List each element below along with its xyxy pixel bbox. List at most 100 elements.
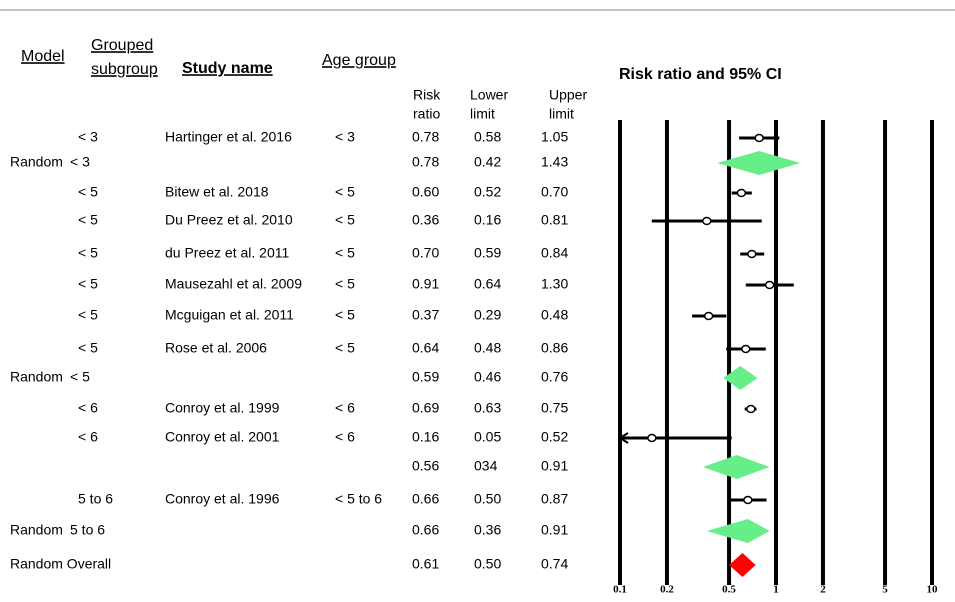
upper-limit: 0.70 [541,184,568,200]
age-group: < 5 [335,276,355,292]
x-tick-label: 0.1 [613,584,627,596]
subgroup: < 5 [78,245,98,261]
upper-limit: 0.52 [541,429,568,445]
ci-arrow [618,432,629,444]
model: Random Overall [10,556,111,572]
point-estimate [746,404,756,414]
lower-limit: 0.50 [474,491,501,507]
lower-limit: 0.48 [474,340,501,356]
summary-diamond [706,519,770,543]
study-name: du Preez et al. 2011 [165,245,289,261]
lower-limit: 0.29 [474,307,501,323]
subgroup: 5 to 6 [78,491,113,507]
subgroup: < 5 [70,369,90,385]
x-tick-label: 2 [820,584,826,596]
age-group: < 5 [335,184,355,200]
lower-limit: 0.58 [474,129,501,145]
header-model: Model [21,48,65,65]
risk-ratio: 0.59 [412,369,439,385]
upper-limit: 0.87 [541,491,568,507]
header-upper: limit [549,106,574,122]
summary-diamond [702,455,770,479]
lower-limit: 0.63 [474,400,501,416]
chart-title: Risk ratio and 95% CI [619,66,782,83]
risk-ratio: 0.60 [412,184,439,200]
study-name: Mcguigan et al. 2011 [165,307,294,323]
point-estimate [743,495,753,505]
risk-ratio: 0.37 [412,307,439,323]
subgroup: < 5 [78,276,98,292]
upper-limit: 1.43 [541,154,568,170]
risk-ratio: 0.70 [412,245,439,261]
point-estimate [736,188,747,198]
study-name: Conroy et al. 2001 [165,429,280,445]
risk-ratio: 0.69 [412,400,439,416]
upper-limit: 0.75 [541,400,568,416]
point-estimate [703,311,714,321]
header-subgroup: Grouped [91,37,153,54]
subgroup: < 3 [78,129,98,145]
upper-limit: 0.81 [541,212,568,228]
subgroup: 5 to 6 [70,522,105,538]
upper-limit: 1.05 [541,129,568,145]
x-tick-label: 0.2 [660,584,674,596]
age-group: < 5 [335,307,355,323]
subgroup: < 5 [78,340,98,356]
risk-ratio: 0.64 [412,340,439,356]
risk-ratio: 0.66 [412,491,439,507]
lower-limit: 0.16 [474,212,501,228]
age-group: < 5 [335,245,355,261]
subgroup: < 5 [78,212,98,228]
point-estimate [747,249,757,259]
age-group: < 6 [335,400,355,416]
risk-ratio: 0.36 [412,212,439,228]
summary-diamond [717,151,801,175]
upper-limit: 0.76 [541,369,568,385]
lower-limit: 0.36 [474,522,501,538]
lower-limit: 0.05 [474,429,501,445]
age-group: < 6 [335,429,355,445]
header-rr: Risk [413,87,441,103]
point-estimate [702,216,712,226]
header-subgroup: subgroup [91,61,158,78]
risk-ratio: 0.56 [412,458,439,474]
lower-limit: 034 [474,458,498,474]
header-study: Study name [182,60,273,77]
age-group: < 5 to 6 [335,491,382,507]
summary-diamond [729,553,756,577]
lower-limit: 0.50 [474,556,501,572]
upper-limit: 0.91 [541,458,568,474]
study-name: Bitew et al. 2018 [165,184,269,200]
study-name: Conroy et al. 1999 [165,400,280,416]
point-estimate [754,133,764,143]
point-estimate [647,433,657,443]
x-tick-label: 1 [773,584,779,596]
risk-ratio: 0.61 [412,556,439,572]
risk-ratio: 0.66 [412,522,439,538]
study-name: Du Preez et al. 2010 [165,212,293,228]
lower-limit: 0.59 [474,245,501,261]
x-tick-label: 5 [882,584,888,596]
study-name: Mausezahl et al. 2009 [165,276,302,292]
model: Random [10,522,63,538]
age-group: < 5 [335,340,355,356]
subgroup: < 5 [78,307,98,323]
summary-diamond [723,366,758,390]
lower-limit: 0.52 [474,184,501,200]
lower-limit: 0.64 [474,276,501,292]
header-age: Age group [322,52,396,69]
subgroup: < 6 [78,400,98,416]
lower-limit: 0.42 [474,154,501,170]
study-name: Conroy et al. 1996 [165,491,280,507]
header-rr: ratio [413,106,440,122]
age-group: < 3 [335,129,355,145]
header-lower: limit [470,106,495,122]
x-tick-label: 0.5 [722,584,736,596]
header-upper: Upper [549,87,587,103]
risk-ratio: 0.78 [412,154,439,170]
x-tick-label: 10 [927,584,939,596]
header-lower: Lower [470,87,508,103]
risk-ratio: 0.16 [412,429,439,445]
point-estimate [764,280,775,290]
